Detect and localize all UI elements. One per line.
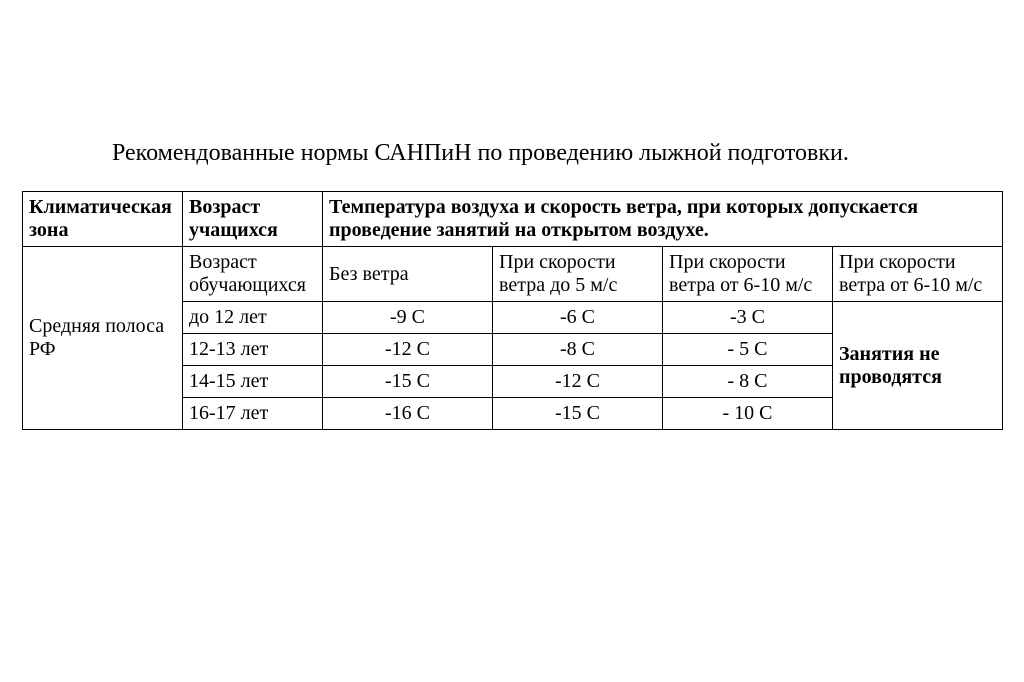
norms-table: Климатическая зона Возраст учащихся Темп…	[22, 191, 1003, 430]
subhdr-c4: При скорости ветра от 6-10 м/с	[833, 247, 1003, 302]
cell-age: до 12 лет	[183, 302, 323, 334]
cell-c1: -15 С	[323, 366, 493, 398]
cell-c1: -12 С	[323, 334, 493, 366]
hdr-zone: Климатическая зона	[23, 192, 183, 247]
page-title: Рекомендованные нормы САНПиН по проведен…	[22, 140, 1002, 167]
cell-age: 14-15 лет	[183, 366, 323, 398]
cell-c1: -16 С	[323, 398, 493, 430]
hdr-conditions: Температура воздуха и скорость ветра, пр…	[323, 192, 1003, 247]
table-header-row: Климатическая зона Возраст учащихся Темп…	[23, 192, 1003, 247]
subhdr-c2: При скорости ветра до 5 м/с	[493, 247, 663, 302]
cell-c2: -6 С	[493, 302, 663, 334]
cell-age: 16-17 лет	[183, 398, 323, 430]
cell-c1: -9 С	[323, 302, 493, 334]
cell-c2: -8 С	[493, 334, 663, 366]
cell-c3: - 5 С	[663, 334, 833, 366]
cell-c3: - 8 С	[663, 366, 833, 398]
cell-age: 12-13 лет	[183, 334, 323, 366]
subhdr-age: Возраст обучающихся	[183, 247, 323, 302]
cell-c3: -3 С	[663, 302, 833, 334]
cell-c2: -12 С	[493, 366, 663, 398]
cell-c2: -15 С	[493, 398, 663, 430]
zone-cell: Средняя полоса РФ	[23, 247, 183, 430]
subhdr-c1: Без ветра	[323, 247, 493, 302]
table-subheader-row: Средняя полоса РФ Возраст обучающихся Бе…	[23, 247, 1003, 302]
cell-c3: - 10 С	[663, 398, 833, 430]
subhdr-c3: При скорости ветра от 6-10 м/с	[663, 247, 833, 302]
hdr-age: Возраст учащихся	[183, 192, 323, 247]
no-classes-cell: Занятия не проводятся	[833, 302, 1003, 430]
